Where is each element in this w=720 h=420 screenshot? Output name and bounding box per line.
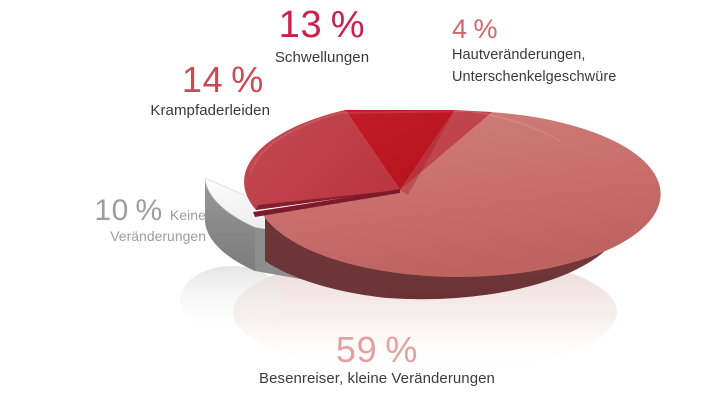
label-keine-veraenderungen-line1: Keine	[169, 207, 206, 223]
label-hautveraenderungen-line2: Unterschenkelgeschwüre	[452, 68, 617, 85]
label-keine-veraenderungen-line2: Veränderungen	[110, 228, 206, 244]
label-schwellungen-text: Schwellungen	[274, 49, 370, 66]
label-hautveraenderungen: 4 % Hautveränderungen, Unterschenkelgesc…	[452, 16, 616, 86]
label-besenreiser-text: Besenreiser, kleine Veränderungen	[259, 370, 495, 387]
pie-slice-schwellungen	[345, 110, 455, 195]
label-besenreiser-value: 59 %	[335, 329, 419, 370]
label-keine-veraenderungen-value: 10 %	[94, 194, 163, 227]
pie-slice-krampfaderleiden	[244, 110, 400, 217]
label-krampfaderleiden-value: 14 %	[181, 59, 264, 100]
pie-slice-besenreiser	[262, 112, 661, 300]
label-keine-veraenderungen: 10 % Keine Veränderungen	[38, 194, 206, 245]
label-schwellungen-value: 13 %	[278, 4, 366, 46]
pie-slice-hautveraenderungen	[400, 110, 492, 190]
label-hautveraenderungen-line1: Hautveränderungen,	[452, 47, 586, 63]
label-hautveraenderungen-value: 4 %	[452, 14, 499, 44]
label-krampfaderleiden-text: Krampfaderleiden	[150, 102, 270, 119]
label-besenreiser: 59 % Besenreiser, kleine Veränderungen	[232, 332, 522, 388]
label-schwellungen: 13 % Schwellungen	[232, 6, 412, 67]
label-krampfaderleiden: 14 % Krampfaderleiden	[60, 62, 270, 120]
